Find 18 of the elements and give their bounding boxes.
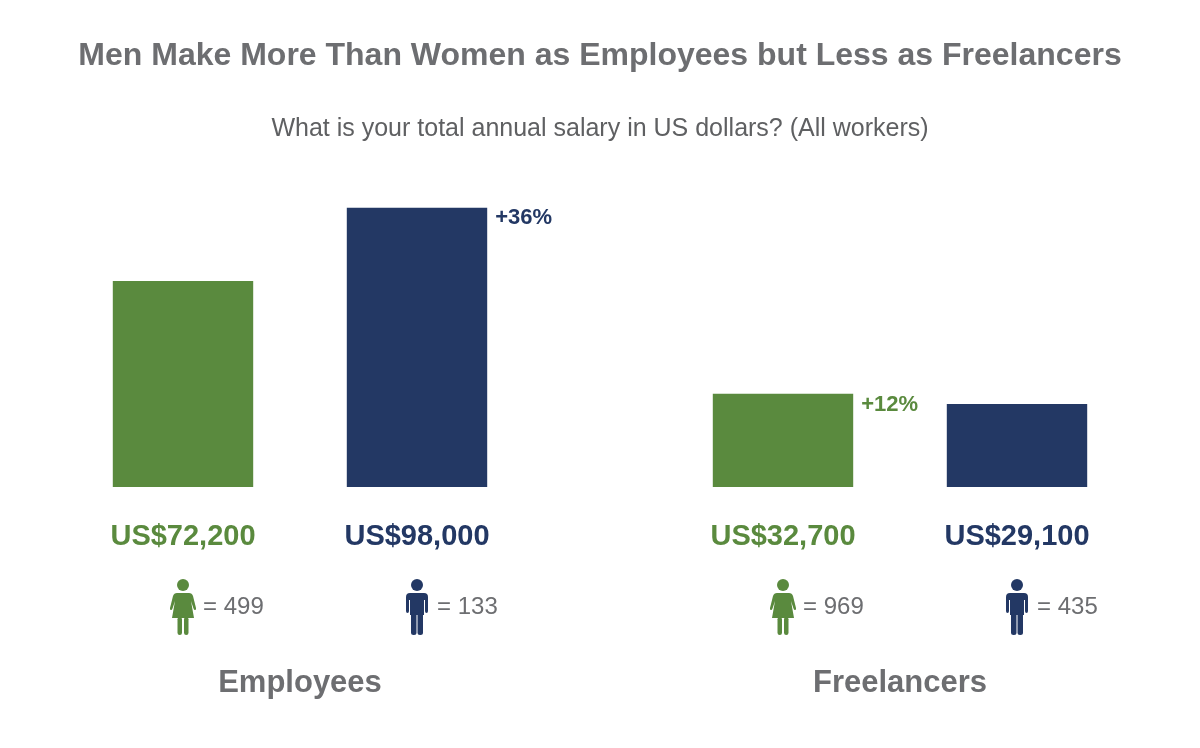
data-label: US$72,200 <box>110 519 256 551</box>
bar <box>346 207 488 487</box>
text: = 435 <box>1037 591 1098 619</box>
annotation: +36% <box>495 204 553 230</box>
text: = 133 <box>437 591 498 619</box>
bar <box>946 403 1088 487</box>
data-label: US$32,700 <box>710 519 856 551</box>
bar <box>712 393 854 487</box>
chart-subtitle: What is your total annual salary in US dollars? (All workers) <box>271 113 929 142</box>
x-tick-label: Employees <box>218 664 382 700</box>
text: = 969 <box>803 591 864 619</box>
data-label: US$98,000 <box>344 519 490 551</box>
chart-title: Men Make More Than Women as Employees but Less as Freelancers <box>78 36 1122 73</box>
bar <box>112 281 254 487</box>
x-tick-label: Freelancers <box>812 664 988 700</box>
annotation: +12% <box>861 390 919 416</box>
data-label: US$29,100 <box>944 519 1090 551</box>
text: = 499 <box>203 591 264 619</box>
